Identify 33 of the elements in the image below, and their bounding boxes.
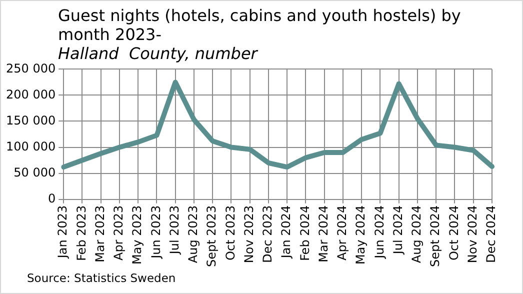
y-tick-label: 200 000 xyxy=(6,87,56,102)
x-tick-label: Mar 2023 xyxy=(93,205,107,262)
x-tick-label: Oct 2023 xyxy=(223,205,238,260)
x-tick-label: Apr 2023 xyxy=(112,205,126,260)
y-tick-label: 250 000 xyxy=(6,61,56,76)
x-tick-label: Aug 2023 xyxy=(186,205,200,264)
x-tick-label: Jan 2024 xyxy=(279,205,294,260)
x-tick-label: Jan 2023 xyxy=(56,205,70,260)
x-tick-label: Oct 2024 xyxy=(446,205,461,260)
x-tick-label: Sept 2024 xyxy=(428,205,442,268)
x-tick-label: Nov 2023 xyxy=(242,205,256,264)
x-tick-label: Nov 2024 xyxy=(466,205,480,264)
x-tick-label: Jun 2024 xyxy=(372,205,386,260)
x-tick-label: Dec 2023 xyxy=(260,205,275,263)
y-tick-label: 100 000 xyxy=(6,139,56,154)
source-note: Source: Statistics Sweden xyxy=(27,271,176,285)
x-tick-label: May 2024 xyxy=(354,205,368,264)
y-tick-label: 0 xyxy=(48,191,56,206)
y-tick-label: 150 000 xyxy=(6,113,56,128)
x-tick-label: Jun 2023 xyxy=(148,205,163,260)
x-tick-label: Feb 2024 xyxy=(298,205,312,261)
x-tick-label: Mar 2024 xyxy=(316,205,330,262)
x-tick-label: Feb 2023 xyxy=(74,205,88,261)
x-tick-label: Jul 2023 xyxy=(168,205,182,256)
x-tick-label: Aug 2024 xyxy=(410,205,424,264)
chart-title: Guest nights (hotels, cabins and youth hostels) by month 2023- xyxy=(58,6,462,44)
x-tick-label: Jul 2024 xyxy=(391,205,405,256)
y-tick-label: 50 000 xyxy=(14,165,56,180)
x-tick-label: Sept 2023 xyxy=(204,205,219,268)
x-tick-label: Dec 2024 xyxy=(484,205,498,263)
x-tick-label: Apr 2024 xyxy=(335,205,350,260)
x-tick-label: May 2023 xyxy=(130,205,144,264)
chart-subtitle: Halland County, number xyxy=(58,44,260,63)
